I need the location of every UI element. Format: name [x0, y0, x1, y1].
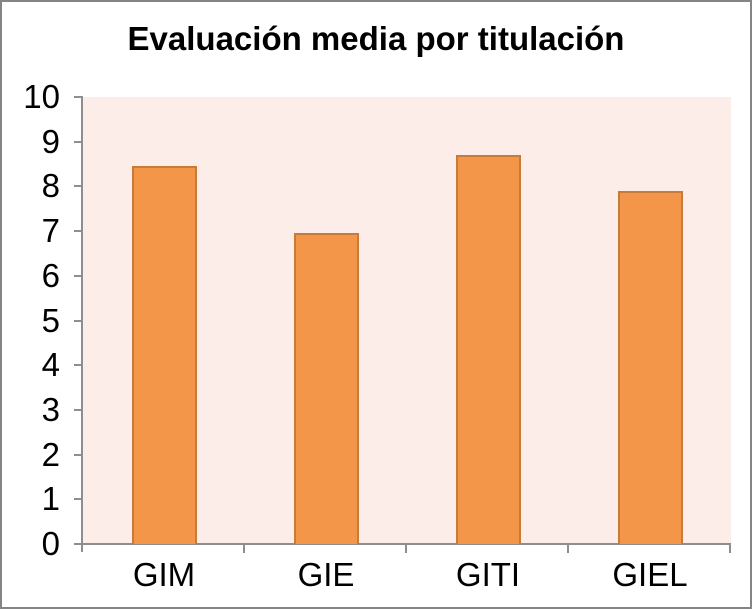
y-tick-label: 2: [41, 435, 60, 473]
x-tick-mark: [567, 544, 569, 553]
bar-giel: [617, 190, 683, 544]
y-tick-label: 1: [41, 480, 60, 518]
y-tick-mark: [74, 319, 83, 322]
bar-giti: [455, 155, 521, 544]
bar-gim: [131, 166, 197, 544]
y-tick-label: 3: [41, 390, 60, 428]
chart-title: Evaluación media por titulación: [127, 20, 625, 57]
y-tick-mark: [74, 96, 83, 98]
y-tick-label: 0: [41, 525, 60, 562]
y-tick-mark: [74, 408, 83, 411]
x-category-label-gie: GIE: [297, 556, 355, 593]
y-tick-mark: [74, 453, 83, 456]
y-tick-label: 6: [41, 256, 60, 294]
x-category-label-giel: GIEL: [612, 556, 688, 593]
y-tick-mark: [74, 498, 83, 501]
y-tick-mark: [74, 230, 83, 233]
y-tick-label: 9: [41, 122, 60, 160]
x-tick-mark: [243, 544, 245, 553]
y-tick-mark: [74, 543, 83, 545]
y-tick-mark: [74, 364, 83, 367]
y-tick-label: 8: [41, 167, 60, 205]
y-tick-label: 4: [41, 346, 60, 384]
y-tick-label: 5: [41, 301, 60, 339]
x-category-label-giti: GITI: [455, 556, 521, 593]
x-tick-mark: [729, 544, 731, 553]
bar-gie: [293, 233, 359, 544]
y-axis-line: [81, 97, 83, 552]
y-tick-mark: [74, 140, 83, 143]
y-tick-mark: [74, 274, 83, 277]
y-tick-mark: [74, 185, 83, 188]
y-tick-label: 10: [23, 78, 60, 115]
y-tick-label: 7: [41, 212, 60, 250]
x-tick-mark: [405, 544, 407, 553]
x-category-label-gim: GIM: [132, 556, 196, 593]
